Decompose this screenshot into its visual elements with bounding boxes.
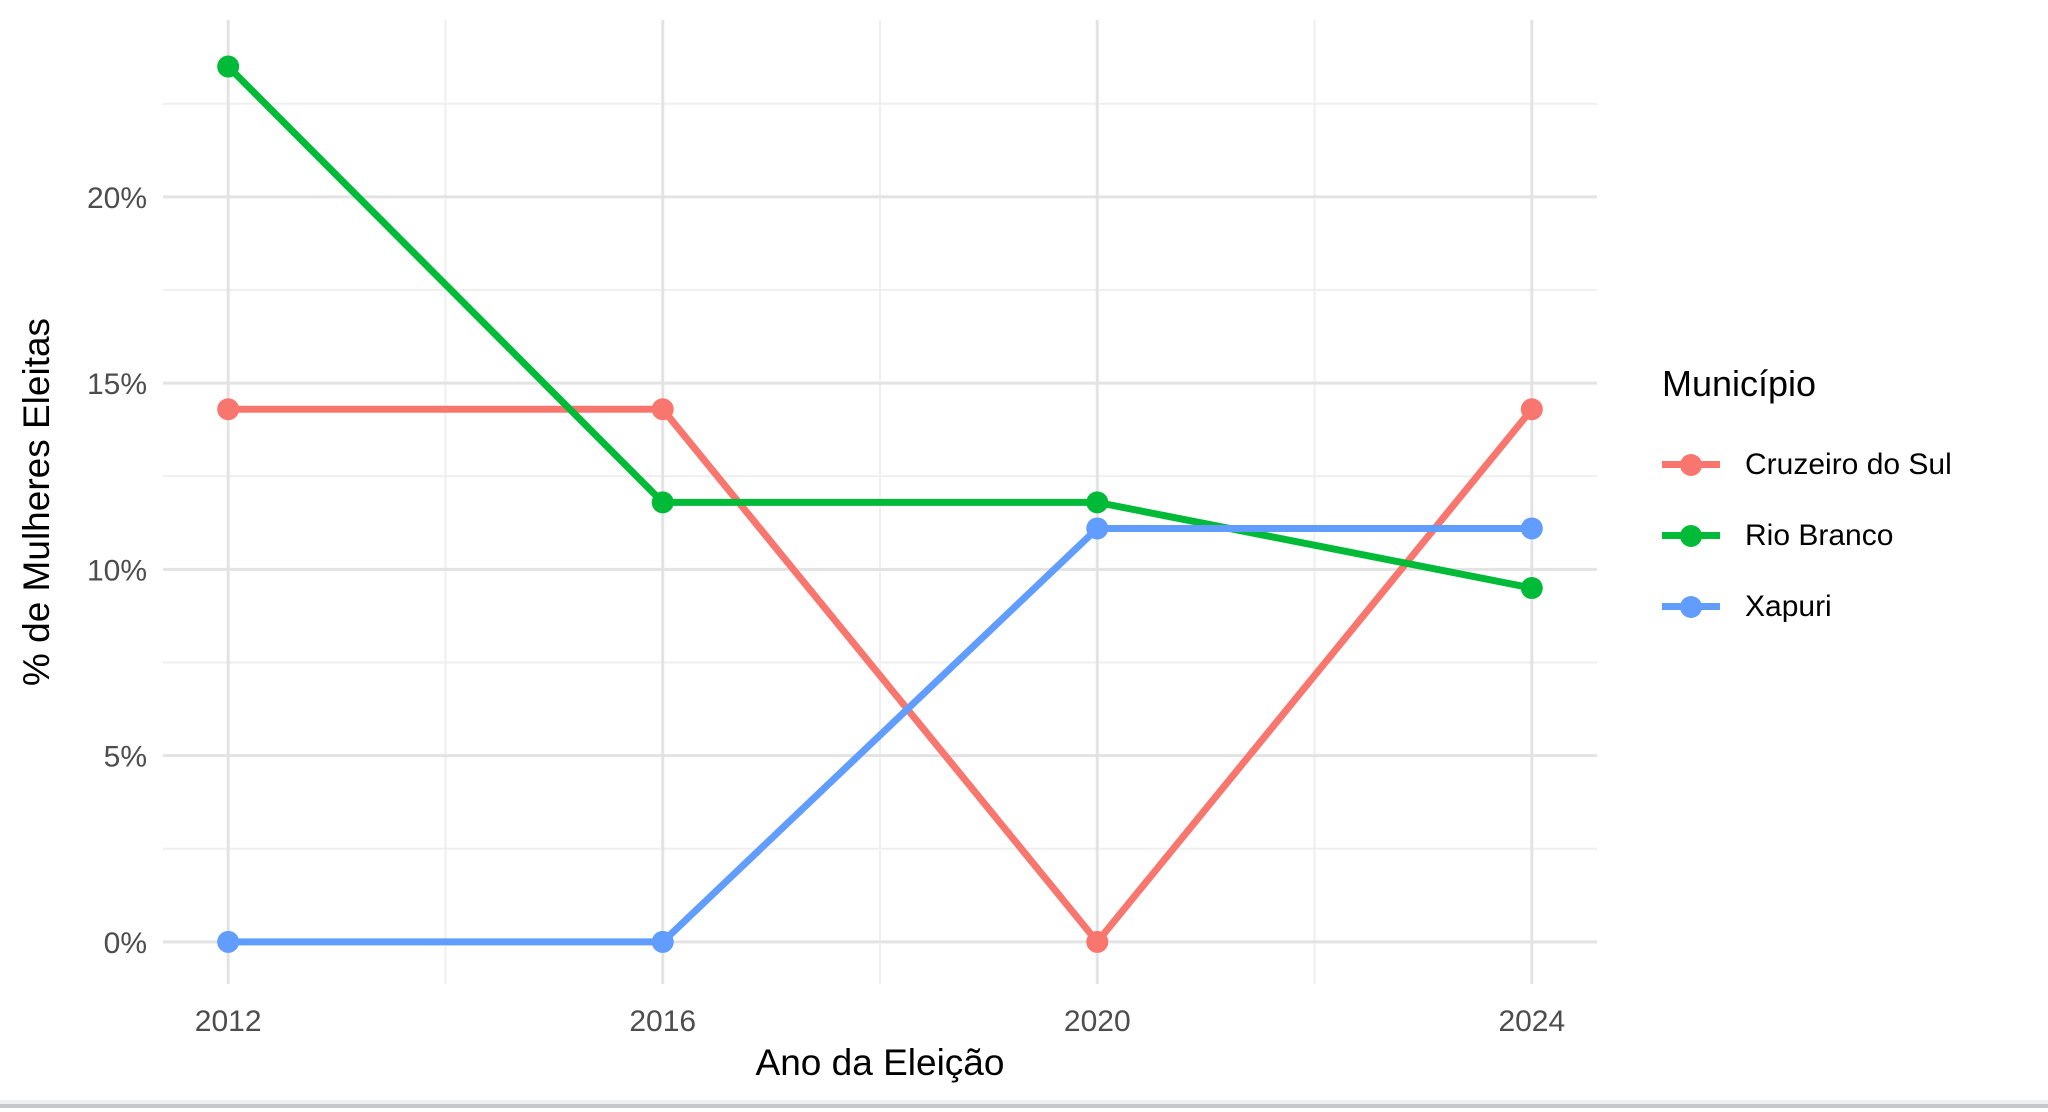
page-bottom-divider	[0, 1104, 2048, 1108]
data-point-xapuri-2020	[1086, 517, 1109, 540]
y-tick-label-5%: 5%	[104, 741, 147, 774]
x-tick-label-2016: 2016	[629, 1005, 696, 1038]
legend-line-dot-symbol	[1662, 450, 1720, 480]
data-point-xapuri-2012	[217, 930, 240, 953]
series-line-cruzeiro-do-sul	[228, 405, 1535, 946]
series-line-rio-branco	[225, 64, 1533, 592]
y-axis-title: % de Mulheres Eleitas	[16, 317, 57, 687]
data-point-xapuri-2016	[651, 930, 674, 953]
data-point-cruzeiro-do-sul-2012	[217, 398, 240, 421]
data-point-xapuri-2024	[1520, 517, 1543, 540]
data-point-cruzeiro-do-sul-2016	[651, 398, 674, 421]
y-tick-label-0%: 0%	[104, 927, 147, 960]
x-tick-label-2012: 2012	[195, 1005, 262, 1038]
legend-items: Cruzeiro do Sul Rio Branco Xapuri	[1662, 429, 1952, 642]
legend-item-cruzeiro-do-sul: Cruzeiro do Sul	[1662, 429, 1952, 500]
data-point-rio-branco-2024	[1520, 577, 1543, 600]
legend: Município Cruzeiro do Sul Rio Branco Xapur…	[1662, 362, 1952, 642]
series-line-xapuri	[228, 524, 1532, 946]
x-axis-title: Ano da Eleição	[755, 1042, 1005, 1083]
data-point-rio-branco-2012	[217, 55, 240, 78]
legend-item-label: Cruzeiro do Sul	[1745, 447, 1952, 481]
x-tick-label-2020: 2020	[1064, 1005, 1131, 1038]
legend-line-dot-symbol	[1662, 592, 1720, 622]
legend-title: Município	[1662, 363, 1817, 404]
data-point-cruzeiro-do-sul-2024	[1520, 398, 1543, 421]
legend-item-label: Rio Branco	[1745, 518, 1894, 552]
x-tick-label-2024: 2024	[1498, 1005, 1565, 1038]
legend-item-xapuri: Xapuri	[1662, 571, 1952, 642]
y-tick-label-10%: 10%	[87, 554, 147, 587]
y-tick-label-20%: 20%	[87, 182, 147, 215]
legend-line-dot-symbol	[1662, 521, 1720, 551]
legend-item-label: Xapuri	[1745, 589, 1832, 623]
y-tick-label-15%: 15%	[87, 368, 147, 401]
legend-item-rio-branco: Rio Branco	[1662, 500, 1952, 571]
data-point-rio-branco-2020	[1086, 491, 1109, 514]
data-point-rio-branco-2016	[651, 491, 674, 514]
data-point-cruzeiro-do-sul-2020	[1086, 930, 1109, 953]
page-bottom-divider-light	[0, 1100, 2048, 1104]
